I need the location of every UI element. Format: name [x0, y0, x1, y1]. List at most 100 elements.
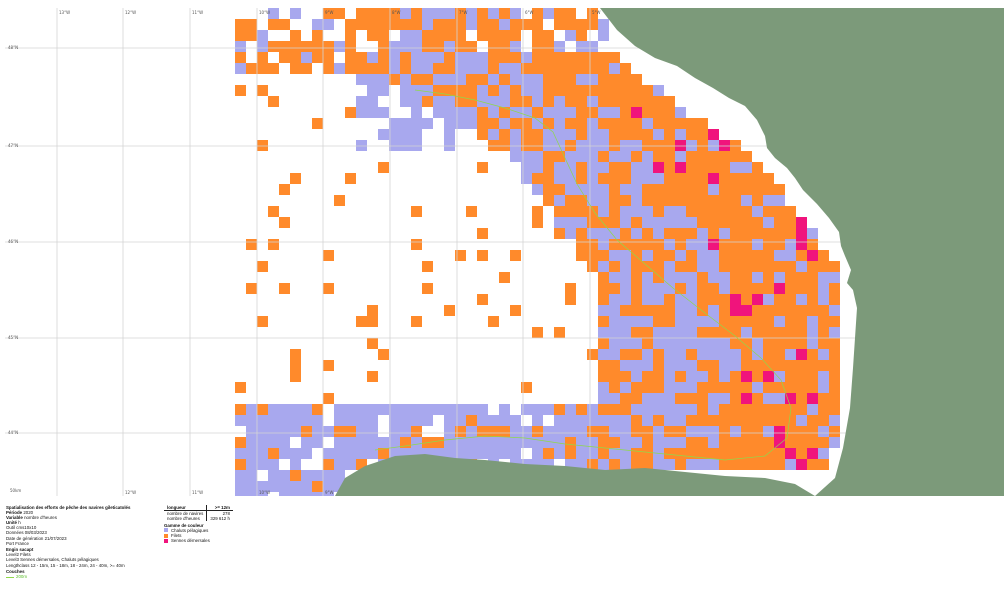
effort-cell	[675, 404, 686, 415]
effort-cell	[686, 239, 697, 250]
effort-cell	[378, 85, 389, 96]
effort-cell	[774, 371, 785, 382]
effort-cell	[609, 107, 620, 118]
effort-cell	[719, 448, 730, 459]
effort-cell	[356, 415, 367, 426]
effort-cell	[730, 261, 741, 272]
effort-cell	[620, 250, 631, 261]
effort-cell	[807, 316, 818, 327]
lat-label: 46°N	[8, 239, 19, 244]
effort-cell	[763, 415, 774, 426]
effort-cell	[653, 129, 664, 140]
effort-cell	[488, 74, 499, 85]
effort-cell	[521, 129, 532, 140]
effort-cell	[752, 239, 763, 250]
effort-cell	[631, 250, 642, 261]
effort-cell	[730, 338, 741, 349]
effort-cell	[411, 30, 422, 41]
effort-cell	[334, 470, 345, 481]
effort-cell	[576, 140, 587, 151]
effort-cell	[543, 140, 554, 151]
effort-cell	[510, 52, 521, 63]
effort-cell	[510, 85, 521, 96]
effort-cell	[818, 261, 829, 272]
effort-cell	[609, 239, 620, 250]
effort-cell	[543, 195, 554, 206]
lon-label: 6°W	[525, 10, 534, 15]
effort-cell	[543, 459, 554, 470]
effort-cell	[257, 459, 268, 470]
effort-cell	[587, 206, 598, 217]
effort-cell	[312, 404, 323, 415]
effort-cell	[400, 118, 411, 129]
legend-line: Outil cms10x10	[6, 525, 37, 531]
effort-cell	[510, 437, 521, 448]
effort-cell	[598, 261, 609, 272]
effort-cell	[730, 250, 741, 261]
effort-cell	[455, 74, 466, 85]
effort-cell	[312, 481, 323, 492]
lon-label: 12°W	[125, 10, 137, 15]
effort-cell	[521, 382, 532, 393]
effort-cell	[620, 316, 631, 327]
effort-cell	[675, 448, 686, 459]
effort-cell	[576, 52, 587, 63]
fishing-effort-map[interactable]: 13°W 12°W 11°W 10°W 9°W 8°W 7°W 6°W 5°W 48°N 47°N 4…	[5, 8, 1004, 496]
effort-cell	[576, 85, 587, 96]
effort-cell	[796, 239, 807, 250]
effort-cell	[290, 30, 301, 41]
effort-cell	[675, 272, 686, 283]
effort-cell	[708, 239, 719, 250]
effort-cell	[752, 327, 763, 338]
effort-cell	[378, 8, 389, 19]
legend-line: Données 08/03/2023	[6, 530, 47, 536]
effort-cell	[378, 63, 389, 74]
effort-cell	[741, 437, 752, 448]
effort-cell	[356, 404, 367, 415]
effort-cell	[829, 327, 840, 338]
effort-cell	[433, 74, 444, 85]
effort-cell	[763, 327, 774, 338]
effort-cell	[257, 63, 268, 74]
effort-cell	[466, 437, 477, 448]
effort-cell	[444, 96, 455, 107]
effort-cell	[653, 184, 664, 195]
effort-cell	[763, 371, 774, 382]
effort-cell	[576, 184, 587, 195]
effort-cell	[345, 19, 356, 30]
effort-cell	[400, 19, 411, 30]
effort-cell	[488, 316, 499, 327]
effort-cell	[301, 415, 312, 426]
lon-label-bottom: 12°W	[125, 490, 137, 495]
effort-cell	[543, 96, 554, 107]
effort-cell	[686, 316, 697, 327]
effort-cell	[576, 74, 587, 85]
effort-cell	[565, 283, 576, 294]
effort-cell	[312, 52, 323, 63]
effort-cell	[334, 195, 345, 206]
effort-cell	[268, 206, 279, 217]
effort-cell	[763, 195, 774, 206]
effort-cell	[642, 437, 653, 448]
effort-cell	[697, 283, 708, 294]
effort-cell	[235, 404, 246, 415]
effort-cell	[653, 305, 664, 316]
effort-cell	[598, 140, 609, 151]
effort-cell	[620, 162, 631, 173]
effort-cell	[257, 140, 268, 151]
effort-cell	[719, 316, 730, 327]
effort-cell	[686, 162, 697, 173]
effort-cell	[807, 437, 818, 448]
effort-cell	[730, 371, 741, 382]
gamme-item-sennes: Sennes démersales	[164, 538, 274, 543]
effort-cell	[378, 19, 389, 30]
effort-cell	[356, 8, 367, 19]
effort-cell	[763, 316, 774, 327]
effort-cell	[598, 151, 609, 162]
effort-cell	[796, 393, 807, 404]
effort-cell	[389, 404, 400, 415]
couches-item: 200m	[6, 574, 158, 579]
effort-cell	[433, 63, 444, 74]
effort-cell	[741, 173, 752, 184]
effort-cell	[807, 382, 818, 393]
